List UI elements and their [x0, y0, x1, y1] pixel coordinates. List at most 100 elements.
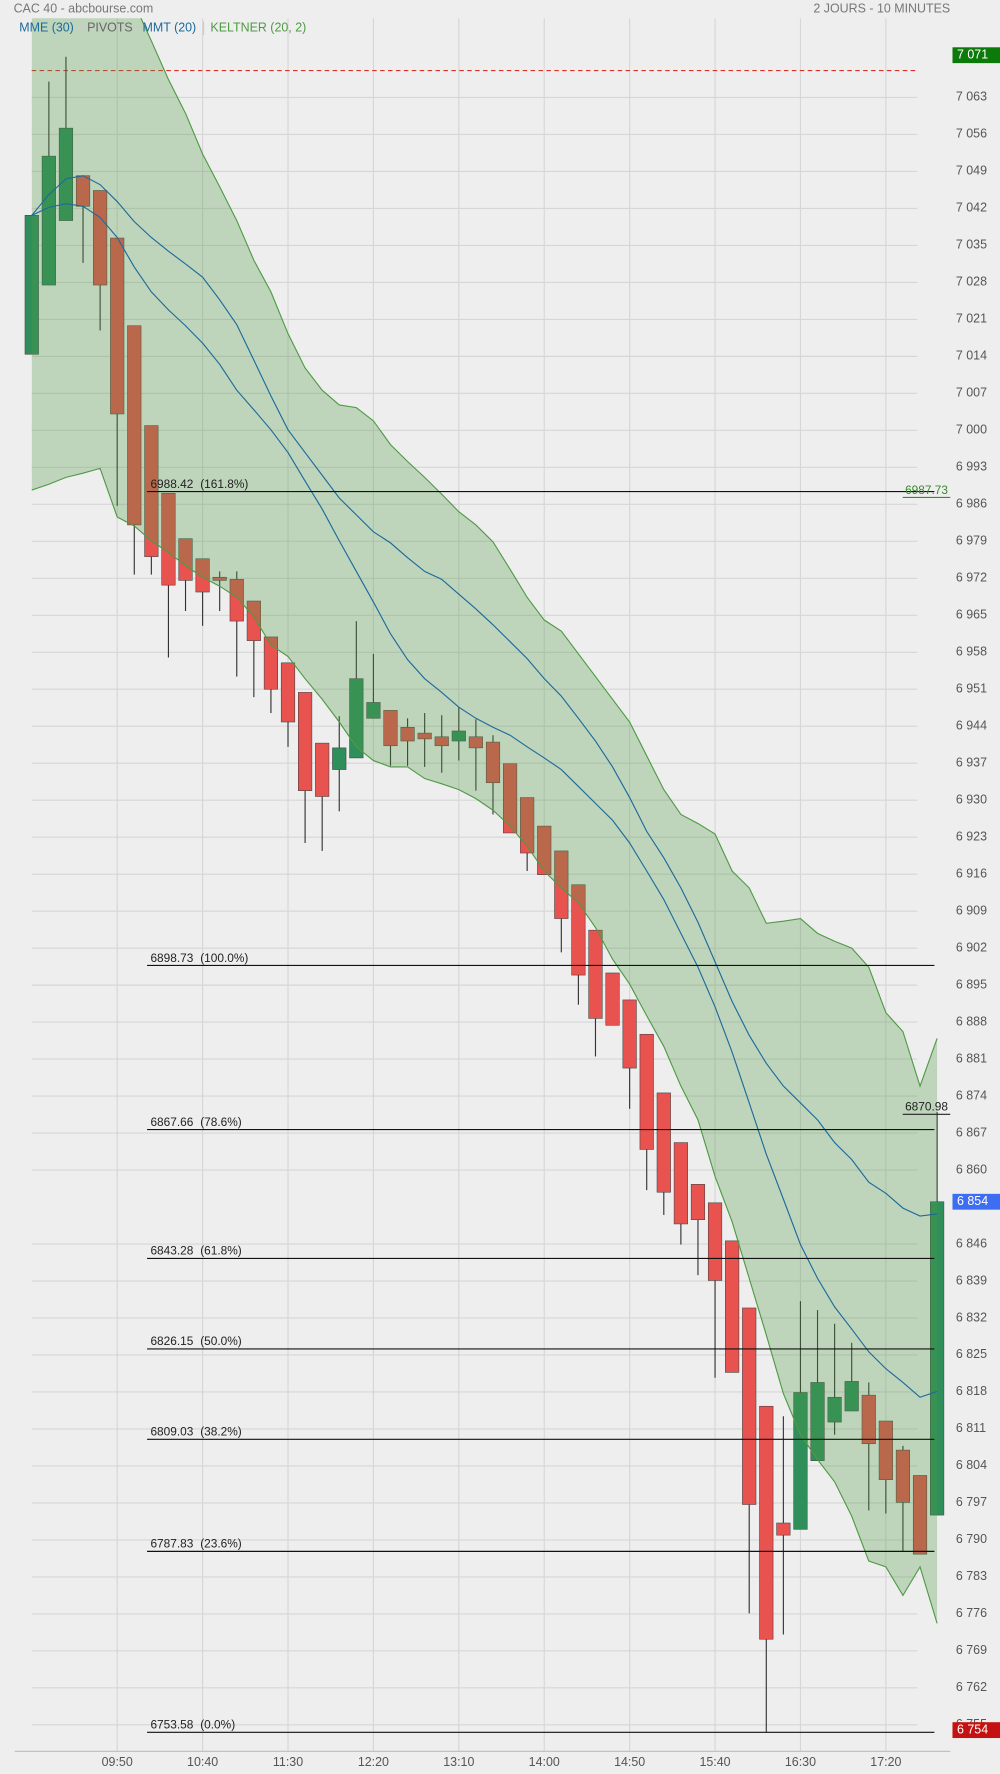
x-tick-label: 15:40	[699, 1755, 730, 1769]
y-tick-label: 6 839	[956, 1273, 987, 1287]
candle-body	[861, 1394, 876, 1445]
retracement-percent: (78.6%)	[200, 1115, 242, 1129]
candle-body	[93, 190, 108, 286]
candle-body	[212, 576, 227, 581]
y-tick-label: 6 909	[956, 903, 987, 917]
candle-body	[349, 678, 364, 759]
legend-entry: MME (30)	[19, 21, 74, 35]
candle-body	[878, 1420, 893, 1480]
retracement-value: 6898.73	[150, 951, 193, 965]
candle-body	[178, 538, 193, 581]
y-tick-label: 6 797	[956, 1495, 987, 1509]
annotation: 6870.98	[905, 1100, 948, 1114]
y-tick-label: 6 874	[956, 1088, 987, 1102]
x-tick-label: 16:30	[785, 1755, 816, 1769]
y-tick-label: 6 944	[956, 719, 987, 733]
candle-body	[127, 325, 142, 526]
candle-body	[912, 1475, 928, 1555]
candle-body	[895, 1449, 911, 1503]
y-tick-label: 7 049	[956, 164, 987, 178]
y-tick-label: 6 811	[956, 1421, 986, 1435]
y-tick-label: 6 965	[956, 608, 987, 622]
y-tick-label: 6 916	[956, 866, 987, 880]
legend-entry: PIVOTS	[87, 21, 133, 35]
candle-body	[707, 1202, 723, 1281]
candle-body	[673, 1142, 688, 1225]
keltner-lower	[31, 467, 938, 1624]
candle-body	[315, 742, 330, 797]
keltner-upper	[140, 18, 938, 1088]
retracement-value: 6809.03	[150, 1425, 193, 1439]
y-tick-label: 6 832	[956, 1310, 987, 1324]
y-tick-label: 7 014	[956, 349, 987, 363]
candle-body	[588, 929, 603, 1019]
period: 2 JOURS - 10 MINUTES	[813, 1, 950, 15]
y-tick-label: 7 035	[956, 238, 987, 252]
legend: MME (30) PIVOTS MMT (20) KELTNER (20, 2)	[19, 21, 306, 36]
price-badge-label: 6 754	[957, 1722, 988, 1736]
retracement-value: 6988.42	[150, 477, 193, 491]
y-tick-label: 6 937	[956, 755, 987, 769]
y-tick-label: 6 923	[956, 829, 987, 843]
candle-body	[725, 1240, 740, 1373]
candle-body	[827, 1396, 842, 1423]
y-tick-label: 6 825	[956, 1347, 987, 1361]
price-badge-label: 7 071	[957, 47, 988, 61]
retracement-percent: (23.6%)	[200, 1537, 242, 1551]
price-badge-label: 6 854	[957, 1194, 988, 1208]
moving-average	[31, 175, 938, 1217]
y-tick-label: 6 860	[956, 1162, 987, 1176]
overlay: 6988.42 (161.8%) 6898.73 (100.0%) 6867.66 (78…	[147, 47, 1000, 1739]
y-tick-label: 6 972	[956, 571, 987, 585]
retracement-percent: (161.8%)	[200, 477, 248, 491]
y-tick-label: 7 000	[956, 423, 987, 437]
candle-body	[502, 763, 518, 834]
y-tick-label: 6 888	[956, 1014, 987, 1028]
y-tick-label: 6 895	[956, 977, 987, 991]
candle-body	[520, 797, 535, 854]
candle-body	[810, 1382, 825, 1461]
y-tick-label: 6 867	[956, 1125, 987, 1139]
candle-body	[554, 850, 569, 919]
candle-body	[41, 155, 56, 286]
y-tick-label: 6 881	[956, 1051, 987, 1065]
candle-body	[58, 127, 74, 221]
candle-body	[161, 492, 176, 586]
candle-body	[690, 1184, 706, 1221]
candle-body	[298, 692, 313, 791]
retracement-value: 6843.28	[150, 1244, 193, 1258]
legend-entry: KELTNER (20, 2)	[210, 21, 306, 35]
candle-body	[400, 727, 415, 742]
candle-body	[195, 558, 210, 593]
candle-body	[605, 972, 620, 1026]
candle-body	[280, 662, 296, 723]
x-tick-label: 11:30	[273, 1755, 303, 1769]
candle-body	[246, 600, 261, 641]
candle-body	[332, 747, 347, 770]
retracement-value: 6787.83	[150, 1537, 193, 1551]
candle-body	[537, 825, 552, 875]
candle-body	[844, 1381, 859, 1412]
y-tick-label: 6 930	[956, 792, 987, 806]
retracement-percent: (61.8%)	[200, 1244, 242, 1258]
annotation: 6987.73	[905, 483, 948, 497]
retracement-percent: (50.0%)	[200, 1334, 242, 1348]
legend-entry: MMT (20)	[143, 21, 197, 35]
candle-body	[451, 730, 466, 742]
retracement-percent: (38.2%)	[200, 1425, 242, 1439]
price-badge	[952, 1722, 1000, 1739]
retracement-value: 6753.58	[150, 1718, 193, 1732]
x-tick-label: 17:20	[870, 1755, 901, 1769]
candle-body	[468, 736, 483, 749]
candle-body	[366, 702, 381, 719]
y-tick-label: 6 790	[956, 1532, 987, 1546]
candle-body	[656, 1092, 671, 1193]
y-tick-label: 7 021	[956, 312, 987, 326]
y-tick-label: 6 958	[956, 645, 987, 659]
candle-body	[434, 736, 449, 747]
x-tick-label: 13:10	[443, 1755, 474, 1769]
y-tick-label: 6 818	[956, 1384, 987, 1398]
y-tick-label: 7 028	[956, 275, 987, 289]
